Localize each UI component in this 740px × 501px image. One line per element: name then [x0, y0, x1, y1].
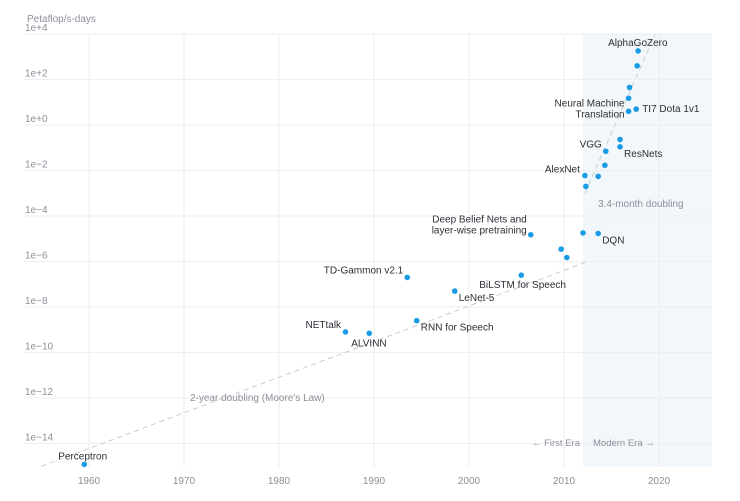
trend-line: [41, 261, 588, 467]
point-label: Neural Machine Translation: [555, 98, 625, 120]
y-tick-label: 1e+2: [25, 69, 48, 80]
x-tick-label: 2020: [648, 476, 671, 487]
data-point: [626, 84, 633, 91]
data-point: [635, 48, 641, 54]
y-tick-label: 1e+0: [25, 114, 48, 125]
point-label-line: layer-wise pretraining: [432, 226, 527, 237]
data-point: [527, 231, 534, 238]
y-tick-label: 1e−14: [25, 433, 54, 444]
data-point: [582, 172, 588, 179]
y-tick-label: 1e−4: [25, 205, 48, 216]
point-label: TD-Gammon v2.1: [324, 265, 404, 276]
data-point: [595, 173, 601, 180]
data-point: [564, 254, 570, 261]
trend-label-modern: 3.4-month doubling: [598, 199, 684, 210]
y-tick-label: 1e−2: [25, 160, 48, 171]
y-tick-label: 1e+4: [25, 23, 48, 34]
data-point: [518, 272, 525, 278]
point-label: VGG: [580, 139, 602, 150]
data-point: [583, 183, 589, 190]
modern-era-label: Modern Era →: [593, 438, 655, 449]
y-tick-label: 1e−10: [25, 342, 54, 353]
x-tick-label: 1960: [78, 476, 101, 487]
y-tick-label: 1e−12: [25, 387, 54, 398]
point-label: Deep Belief Nets and layer-wise pretraini…: [432, 215, 527, 237]
point-label-line: Deep Belief Nets and: [432, 215, 527, 226]
y-tick-label: 1e−8: [25, 296, 48, 307]
first-era-label: ← First Era: [532, 438, 581, 449]
point-label: RNN for Speech: [421, 323, 494, 334]
data-point: [580, 230, 586, 236]
x-tick-label: 1970: [173, 476, 196, 487]
data-point: [602, 162, 608, 169]
point-label: Perceptron: [58, 451, 107, 462]
data-point: [595, 230, 601, 237]
data-point: [342, 329, 349, 335]
x-tick-label: 2010: [553, 476, 576, 487]
point-label: AlphaGoZero: [608, 38, 668, 49]
point-label: ALVINN: [351, 338, 386, 349]
data-point: [451, 288, 458, 294]
y-axis-unit-label: Petaflop/s-days: [27, 14, 96, 25]
data-point: [633, 106, 639, 112]
data-point: [404, 274, 411, 281]
data-point: [366, 330, 373, 337]
data-point: [634, 63, 640, 69]
data-point: [617, 136, 623, 143]
point-label: ResNets: [624, 149, 662, 160]
y-tick-label: 1e−6: [25, 251, 48, 262]
point-label: LeNet-5: [459, 293, 495, 304]
point-label: TI7 Dota 1v1: [642, 104, 700, 115]
data-point: [603, 148, 609, 155]
modern-era-region: [583, 34, 712, 467]
point-label-line: Neural Machine: [555, 98, 625, 109]
point-label-line: Translation: [575, 109, 624, 120]
x-tick-label: 1980: [268, 476, 291, 487]
point-label: BiLSTM for Speech: [479, 280, 566, 291]
data-point: [625, 108, 632, 115]
point-label: NETtalk: [306, 320, 343, 331]
trend-label-moore: 2-year doubling (Moore's Law): [190, 393, 325, 404]
point-label: AlexNet: [545, 165, 580, 176]
data-point: [625, 95, 632, 102]
data-point: [558, 246, 564, 252]
trend-line: [584, 33, 656, 194]
x-tick-label: 1990: [363, 476, 386, 487]
data-point: [413, 317, 420, 324]
point-label: DQN: [602, 236, 624, 247]
data-point: [617, 144, 623, 150]
x-tick-label: 2000: [458, 476, 481, 487]
data-point: [81, 461, 88, 468]
